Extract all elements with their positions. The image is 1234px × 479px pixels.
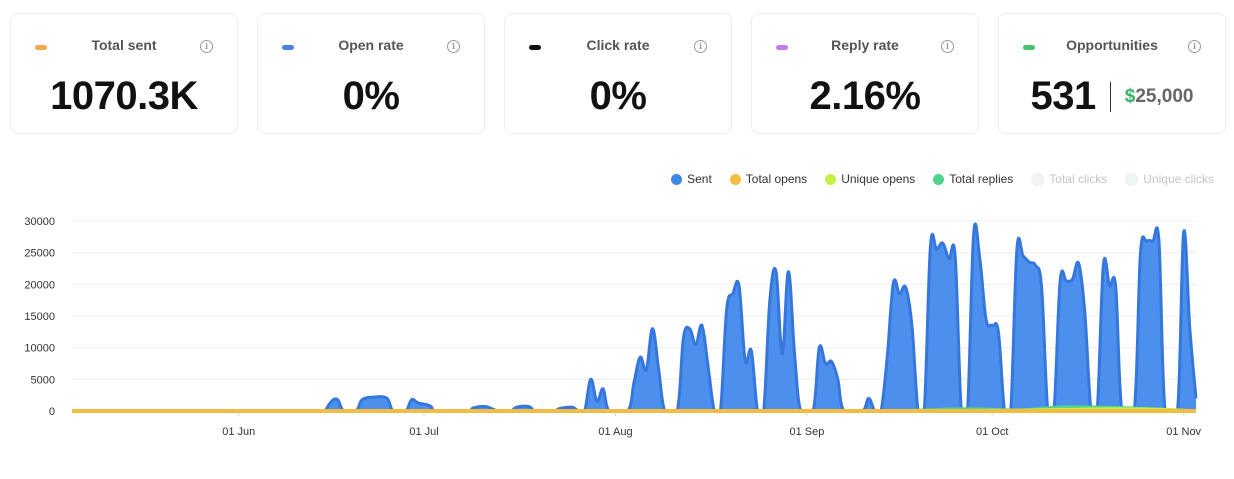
amount-value: 25,000	[1135, 86, 1194, 107]
info-icon[interactable]: i	[694, 40, 707, 53]
card-total-sent: Total sent i 1070.3K	[10, 13, 238, 134]
x-tick-label: 01 Jun	[222, 426, 255, 438]
legend-swatch	[1031, 172, 1045, 186]
card-label: Reply rate	[831, 37, 899, 53]
legend-label: Unique clicks	[1143, 172, 1214, 186]
card-label: Total sent	[91, 37, 157, 53]
stat-cards: Total sent i 1070.3K Open rate i 0% Clic…	[10, 13, 1226, 134]
info-icon[interactable]: i	[1188, 40, 1201, 53]
y-tick-label: 0	[49, 406, 55, 418]
x-tick-label: 01 Jul	[409, 426, 438, 438]
legend-item-unique-clicks[interactable]: Unique clicks	[1125, 172, 1214, 186]
x-tick-label: 01 Nov	[1166, 426, 1201, 438]
opportunities-amount: $25,000	[1125, 86, 1194, 107]
open-rate-dot-icon	[282, 45, 294, 50]
legend-swatch	[933, 173, 945, 185]
card-open-rate: Open rate i 0%	[257, 13, 485, 134]
legend-swatch	[729, 173, 741, 185]
card-label: Open rate	[338, 37, 404, 53]
y-tick-label: 30000	[24, 216, 55, 228]
sent-area-chart: 0 5000 10000 15000 20000 25000 30000 01 Jun 01 J…	[24, 216, 1201, 438]
legend-label: Total opens	[745, 172, 808, 186]
chart-legend: Sent Total opens Unique opens Total repl…	[671, 172, 1214, 186]
card-reply-rate: Reply rate i 2.16%	[751, 13, 979, 134]
legend-label: Total replies	[949, 172, 1014, 186]
legend-swatch	[671, 173, 683, 185]
reply-rate-dot-icon	[776, 45, 788, 50]
x-tick-label: 01 Aug	[598, 426, 632, 438]
legend-item-total-replies[interactable]: Total replies	[933, 172, 1013, 186]
legend-swatch	[825, 173, 837, 185]
card-label: Opportunities	[1066, 37, 1158, 53]
y-tick-label: 20000	[24, 279, 55, 291]
x-tick-label: 01 Oct	[976, 426, 1008, 438]
info-icon[interactable]: i	[941, 40, 954, 53]
card-value: 531 $25,000	[999, 74, 1225, 119]
x-tick-label: 01 Sep	[789, 426, 824, 438]
card-value: 0%	[589, 74, 647, 118]
total-sent-dot-icon	[35, 45, 47, 50]
card-value: 1070.3K	[50, 74, 198, 118]
legend-item-total-clicks[interactable]: Total clicks	[1031, 172, 1107, 186]
y-tick-label: 15000	[24, 311, 55, 323]
card-label: Click rate	[586, 37, 650, 53]
currency-symbol: $	[1124, 86, 1136, 107]
legend-label: Total clicks	[1049, 172, 1108, 186]
series-area-sent	[325, 223, 1196, 411]
card-value: 2.16%	[809, 74, 921, 118]
legend-label: Unique opens	[841, 172, 916, 186]
legend-item-unique-opens[interactable]: Unique opens	[825, 172, 915, 186]
card-opportunities: Opportunities i 531 $25,000	[998, 13, 1226, 134]
value-divider	[1109, 82, 1111, 112]
legend-label: Sent	[687, 172, 712, 186]
click-rate-dot-icon	[529, 45, 541, 50]
card-value: 0%	[342, 74, 400, 118]
opportunities-dot-icon	[1023, 45, 1035, 50]
legend-item-sent[interactable]: Sent	[671, 172, 712, 186]
y-tick-label: 10000	[24, 343, 55, 355]
y-tick-label: 25000	[24, 248, 55, 260]
legend-item-total-opens[interactable]: Total opens	[729, 172, 808, 186]
info-icon[interactable]: i	[447, 40, 460, 53]
card-click-rate: Click rate i 0%	[504, 13, 732, 134]
y-tick-label: 5000	[31, 374, 55, 386]
info-icon[interactable]: i	[200, 40, 213, 53]
legend-swatch	[1125, 172, 1139, 186]
opportunities-count: 531	[1030, 74, 1097, 118]
